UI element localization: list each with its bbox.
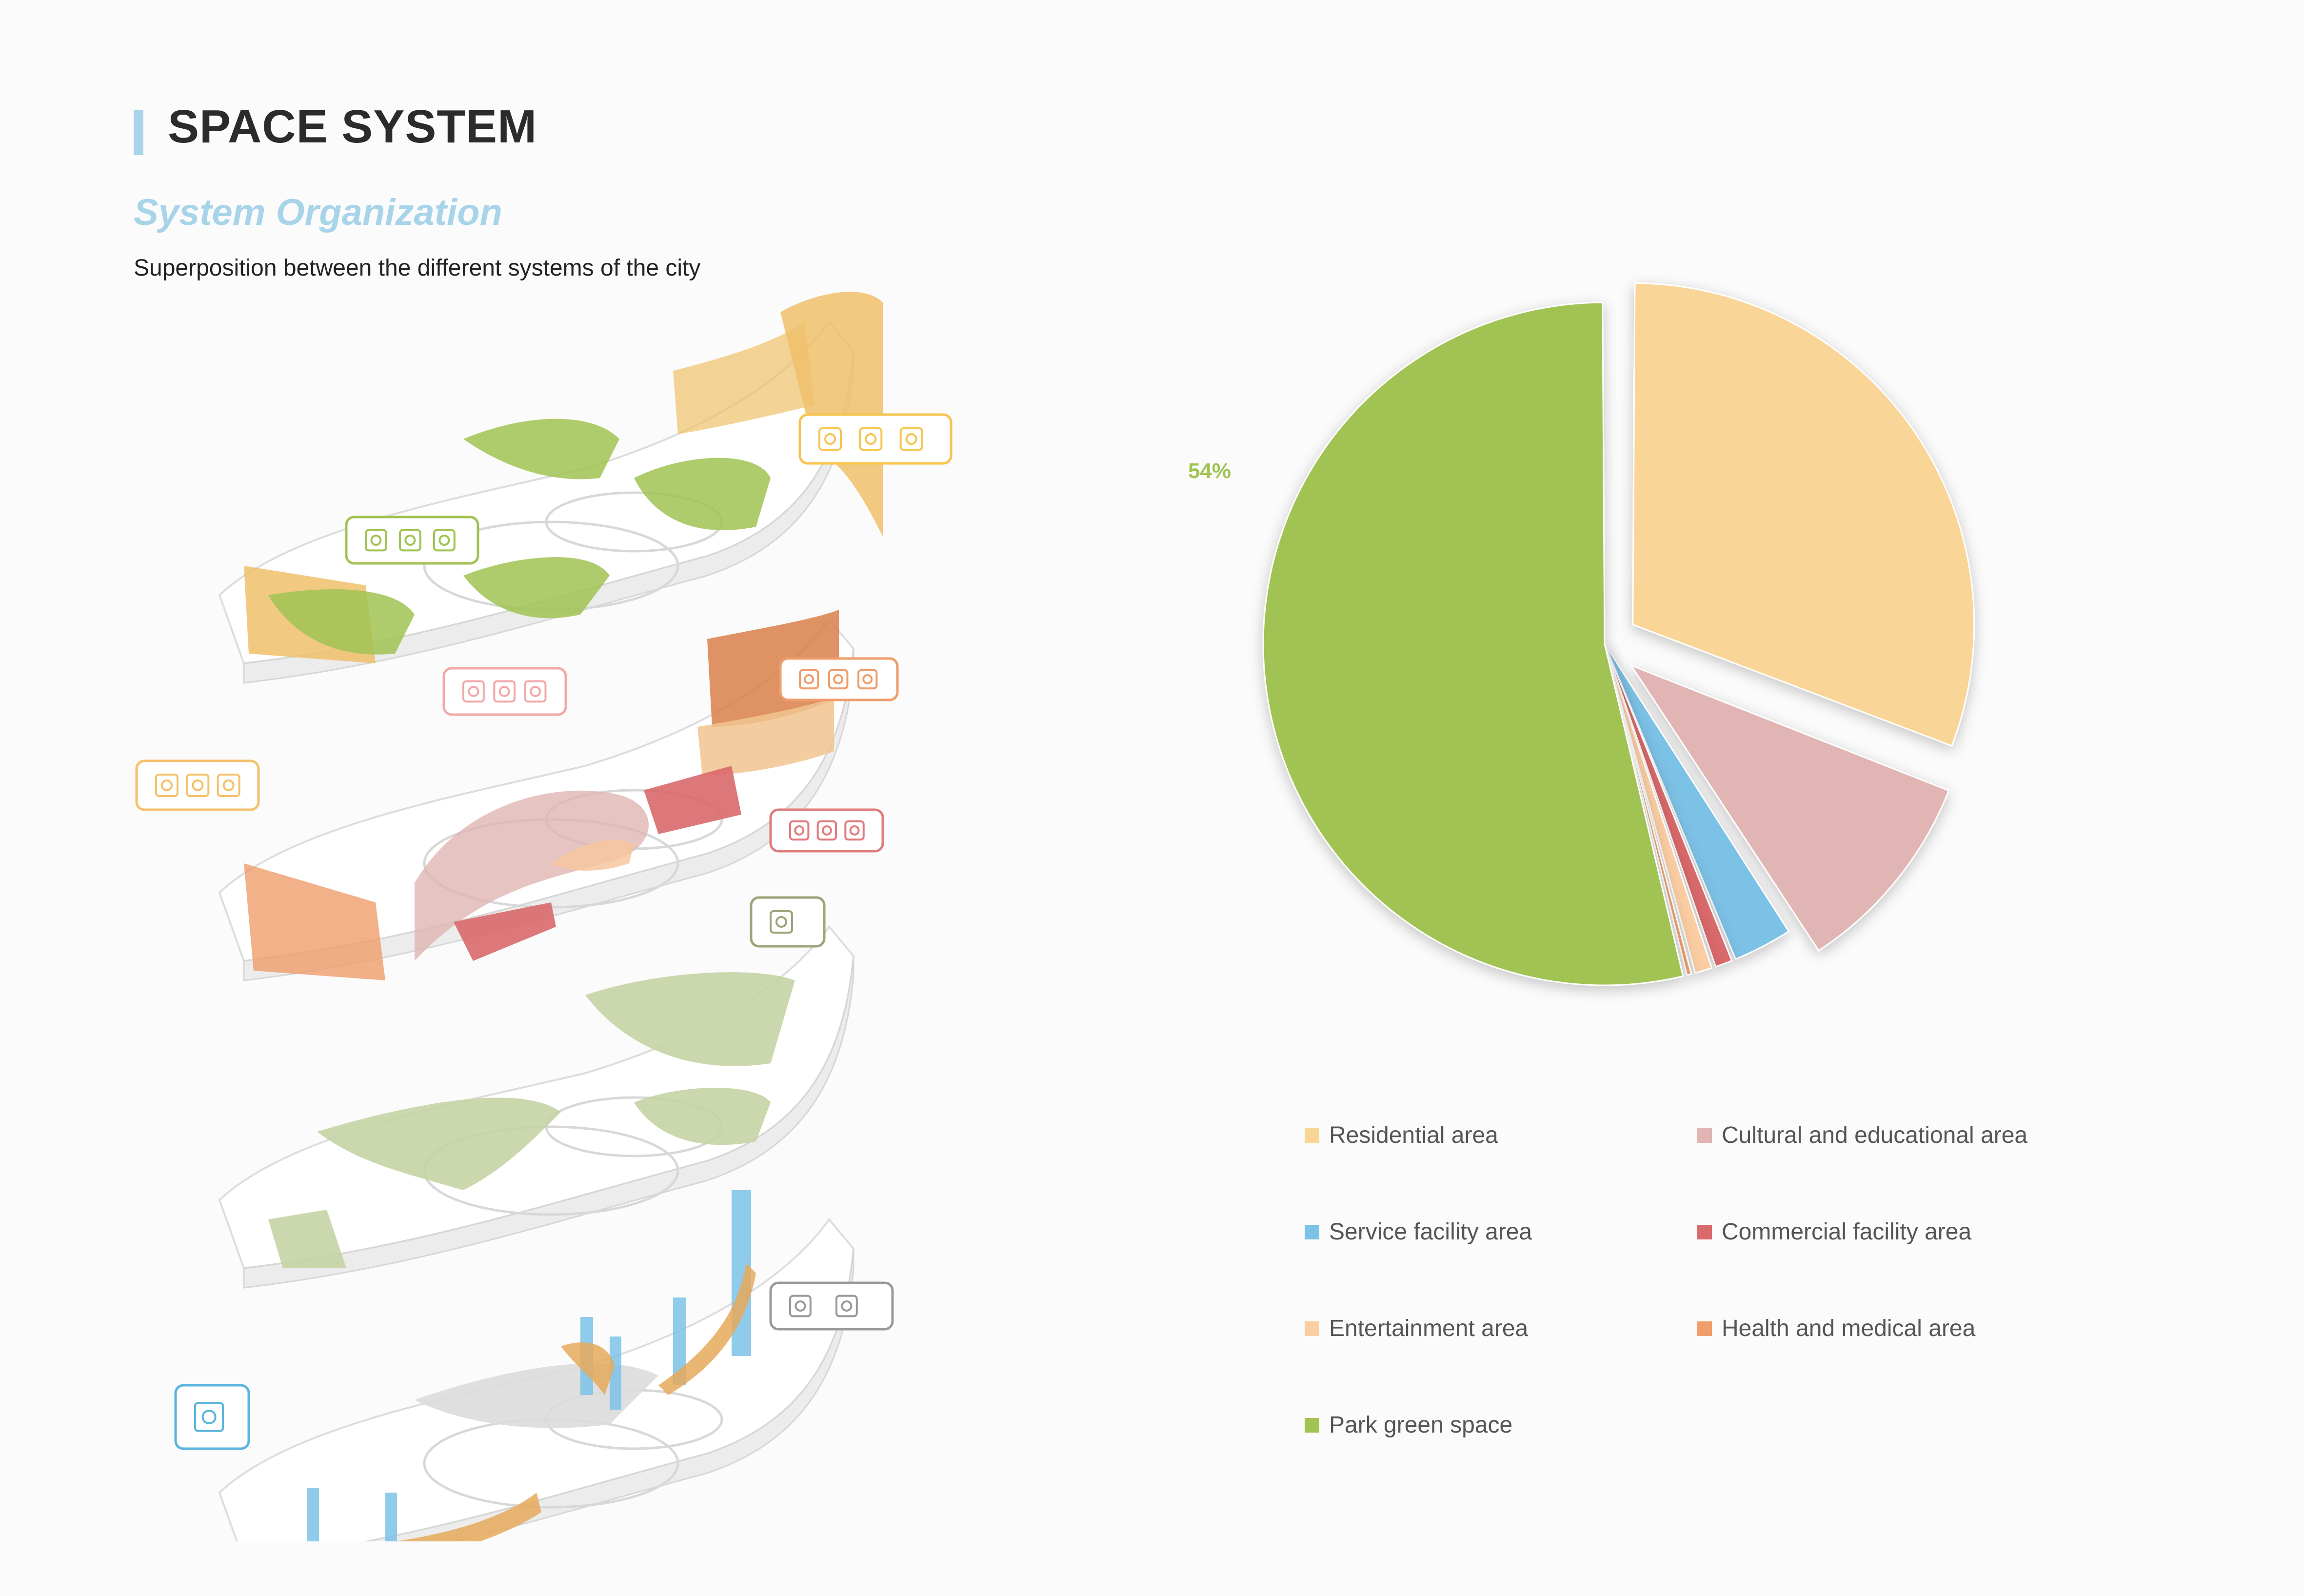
legend-swatch [1305, 1417, 1319, 1433]
legend-label: Entertainment area [1329, 1316, 1529, 1341]
pie-slice-park-green-space [1262, 301, 1684, 986]
legend-swatch [1305, 1321, 1319, 1336]
megaphone-icon [217, 774, 240, 797]
pie-slice-entertainment-area [1604, 643, 1713, 974]
legend-swatch [1697, 1128, 1712, 1143]
callout-culture [779, 657, 899, 701]
microscope-icon [462, 680, 485, 703]
elevator-icon [194, 1402, 224, 1432]
cycling-icon [857, 669, 878, 690]
legend-label: Health and medical area [1722, 1316, 1976, 1341]
balloon-icon [155, 774, 179, 797]
park-layer [218, 896, 855, 1289]
basketball-icon [799, 669, 819, 690]
legend-item: Park green space [1305, 1412, 1512, 1438]
scooter-icon [835, 1295, 858, 1317]
callout-education [442, 667, 567, 716]
residential-and-green-layer [218, 292, 953, 684]
legend-item: Entertainment area [1305, 1315, 1528, 1342]
callout-residential [798, 413, 953, 465]
section-subtitle: System Organization [134, 192, 502, 233]
legend-label: Commercial facility area [1722, 1219, 1972, 1245]
cake-icon [789, 820, 810, 841]
legend-label: Cultural and educational area [1722, 1122, 2028, 1148]
legend-swatch [1697, 1224, 1712, 1239]
pie-chart: 31%10%3%1%1%0%54% [1188, 282, 1975, 986]
legend-item: Residential area [1305, 1122, 1498, 1149]
tent-icon [365, 529, 387, 552]
toys-icon [859, 427, 883, 451]
pie-slice-cultural-and-educational-area [1629, 664, 1950, 952]
callout-commerce [769, 808, 884, 853]
swimming-icon [828, 669, 849, 690]
title-accent-bar [134, 110, 143, 155]
party-icon [186, 774, 210, 797]
kiosk-icon [433, 529, 456, 552]
train-icon [770, 910, 793, 934]
pie-slice-service-facility-area [1604, 643, 1790, 960]
legend-item: Health and medical area [1697, 1315, 1975, 1342]
legend-swatch [1305, 1224, 1319, 1239]
callout-transport [769, 1281, 894, 1331]
art-icon [524, 680, 547, 703]
callout-park [750, 896, 826, 948]
callout-green [345, 516, 479, 565]
shop-icon [816, 820, 837, 841]
pie-slice-commercial-facility-area [1604, 643, 1733, 968]
legend-item: Cultural and educational area [1697, 1122, 2027, 1149]
section-description: Superposition between the different syst… [134, 255, 701, 281]
legend-label: Residential area [1329, 1122, 1498, 1148]
axonometric-diagram [135, 292, 953, 1541]
drink-icon [844, 820, 865, 841]
legend-swatch [1697, 1321, 1712, 1336]
page-title: SPACE SYSTEM [168, 100, 537, 153]
pie-slice-residential-area [1632, 282, 1975, 747]
lab-icon [493, 680, 516, 703]
legend-label: Service facility area [1329, 1219, 1532, 1245]
house-icon [399, 529, 421, 552]
transport-layer [174, 1190, 894, 1541]
callout-entertainment [135, 759, 260, 811]
pie-label-park-green-space: 54% [1188, 459, 1231, 483]
crib-icon [818, 427, 842, 451]
callout-vertical-circulation [174, 1384, 250, 1450]
culture-commerce-layer [135, 610, 899, 981]
shopping-icon [899, 427, 923, 451]
legend-item: Service facility area [1305, 1218, 1532, 1245]
parking-icon [789, 1295, 812, 1317]
legend-label: Park green space [1329, 1412, 1513, 1438]
legend-swatch [1305, 1128, 1319, 1143]
legend-item: Commercial facility area [1697, 1218, 1971, 1245]
pie-slice-health-and-medical-area [1604, 643, 1692, 977]
